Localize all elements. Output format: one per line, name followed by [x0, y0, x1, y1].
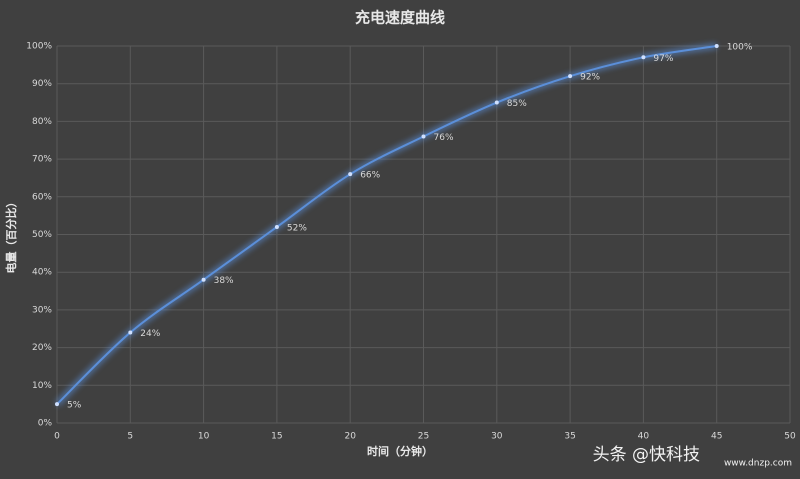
data-label: 100%: [727, 43, 753, 53]
x-tick-label: 15: [271, 432, 282, 442]
point: [714, 44, 719, 48]
point: [494, 100, 499, 105]
point: [421, 134, 426, 139]
data-label: 38%: [214, 276, 234, 286]
point: [201, 277, 206, 282]
chart-title: 充电速度曲线: [355, 9, 445, 27]
x-tick-label: 45: [711, 432, 722, 442]
x-tick-label: 5: [127, 432, 133, 442]
y-tick-label: 80%: [32, 117, 52, 127]
x-tick-label: 0: [54, 432, 60, 442]
y-tick-label: 70%: [32, 155, 52, 165]
data-label: 24%: [140, 329, 160, 339]
y-tick-label: 90%: [32, 79, 52, 89]
watermark-url: www.dnzp.com: [724, 459, 792, 469]
watermark: 头条 @快科技: [593, 445, 700, 465]
x-tick-label: 50: [784, 432, 796, 442]
point: [641, 55, 646, 60]
data-label: 92%: [580, 73, 600, 83]
y-tick-label: 100%: [26, 42, 52, 52]
data-label: 5%: [67, 401, 82, 411]
data-label: 52%: [287, 223, 307, 233]
y-tick-label: 20%: [32, 343, 52, 353]
y-tick-label: 0%: [38, 419, 53, 429]
x-tick-label: 35: [564, 432, 575, 442]
point: [568, 74, 573, 79]
line: [56, 45, 717, 405]
y-tick-label: 30%: [32, 305, 52, 315]
y-axis-label: 电量（百分比）: [4, 197, 18, 274]
x-tick-label: 30: [491, 432, 503, 442]
x-tick-label: 40: [638, 432, 650, 442]
x-tick-label: 25: [418, 432, 429, 442]
y-tick-label: 10%: [32, 381, 52, 391]
x-axis-label: 时间（分钟）: [367, 444, 433, 458]
point: [55, 402, 59, 407]
point: [128, 330, 133, 335]
data-label: 97%: [653, 54, 673, 64]
x-tick-label: 10: [198, 432, 210, 442]
x-tick-label: 20: [344, 432, 356, 442]
y-tick-label: 40%: [32, 268, 52, 278]
point: [348, 172, 353, 177]
data-label: 76%: [434, 133, 454, 143]
data-label: 66%: [360, 171, 380, 181]
point: [274, 224, 279, 229]
y-tick-label: 60%: [32, 192, 52, 202]
y-tick-label: 50%: [32, 230, 52, 240]
data-label: 85%: [507, 99, 527, 109]
